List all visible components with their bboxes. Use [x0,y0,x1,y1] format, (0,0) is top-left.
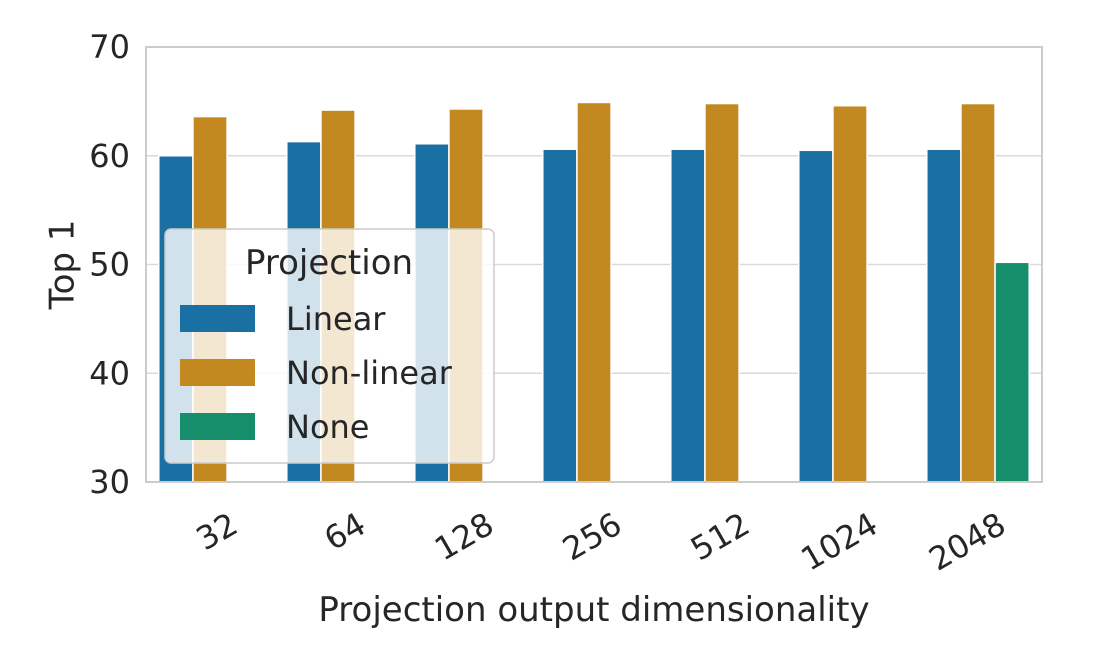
x-tick-label: 256 [556,505,628,568]
y-tick-label: 30 [89,463,130,501]
legend: Projection Linear Non-linear None [164,228,495,464]
x-axis-label: Projection output dimensionality [318,590,869,630]
bar-non-linear-2048 [960,102,996,483]
x-tick-label: 1024 [794,505,884,579]
x-tick-labels: 32 64 128 256 512 1024 2048 [190,505,1012,579]
y-tick-label: 50 [89,246,130,284]
bar-linear-512 [670,148,706,483]
bar-non-linear-1024 [832,104,868,483]
x-tick-label: 512 [684,505,756,568]
legend-swatch-none [180,413,255,440]
legend-swatch-non-linear [180,359,255,386]
bar-linear-256 [542,148,578,483]
y-tick-label: 70 [89,28,130,66]
bar-non-linear-512 [704,102,740,483]
bar-linear-1024 [798,149,834,483]
legend-box [164,228,495,464]
x-tick-label: 128 [428,505,500,568]
y-tick-label: 60 [89,137,130,175]
legend-items: Linear Non-linear None [180,300,453,446]
bar-non-linear-256 [576,101,612,483]
y-tick-label: 40 [89,354,130,392]
bar-none-2048 [994,261,1030,483]
x-tick-label: 64 [318,505,372,558]
y-axis-label: Top 1 [43,220,83,311]
y-tick-labels: 30 40 50 60 70 [89,28,130,501]
legend-label: Non-linear [286,354,453,392]
plot-frame [145,46,1043,483]
x-tick-label: 2048 [922,505,1012,579]
legend-label: None [286,408,369,446]
bar-linear-2048 [926,148,962,483]
legend-title: Projection [245,243,413,283]
legend-label: Linear [286,300,386,338]
legend-swatch-linear [180,305,255,332]
x-tick-label: 32 [190,505,244,558]
